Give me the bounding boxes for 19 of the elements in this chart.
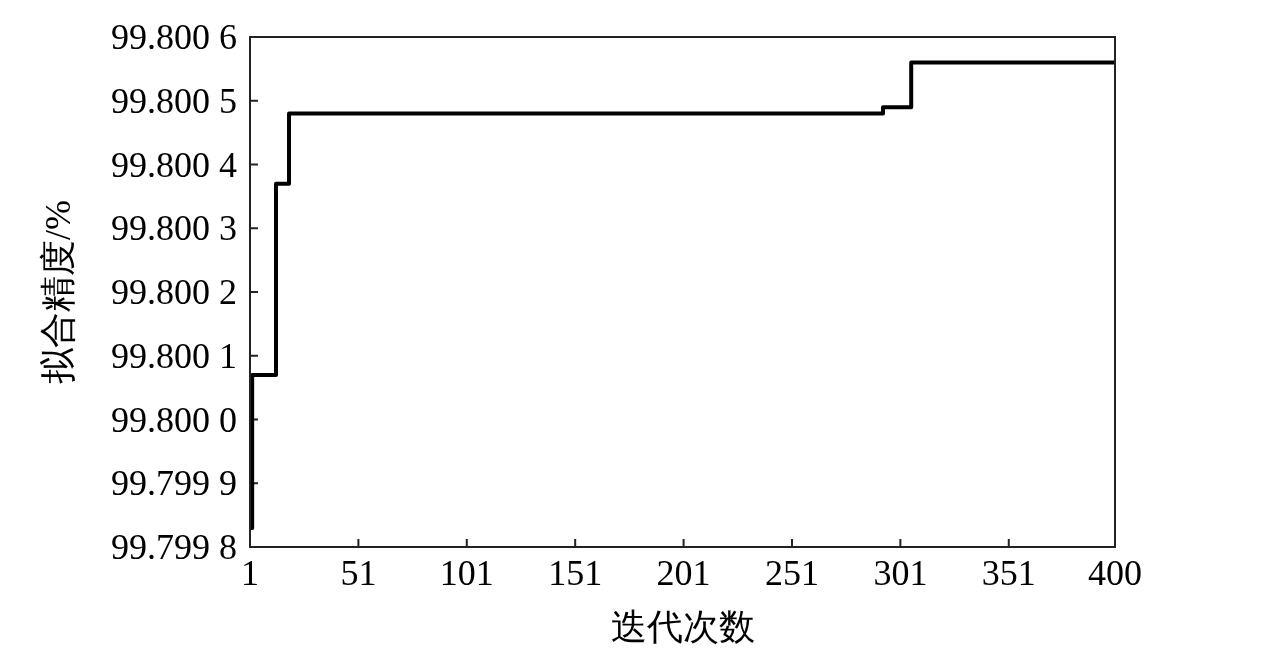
x-tick-label: 301 [873, 553, 928, 593]
x-tick-label: 101 [439, 553, 494, 593]
x-tick-label: 251 [764, 553, 819, 593]
y-tick-label: 99.800 4 [111, 144, 237, 185]
x-tick-label: 201 [656, 553, 711, 593]
y-tick-label: 99.800 5 [111, 80, 237, 121]
x-tick-label: 400 [1088, 553, 1142, 593]
y-tick-label: 99.800 6 [111, 17, 237, 57]
y-axis-title: 拟合精度/% [38, 200, 78, 384]
x-axis-title: 迭代次数 [610, 607, 755, 647]
x-tick-label: 151 [548, 553, 603, 593]
y-tick-label: 99.800 1 [111, 335, 237, 376]
x-tick-label: 1 [241, 553, 259, 593]
y-tick-label: 99.800 3 [111, 208, 237, 249]
y-tick-label: 99.800 2 [111, 272, 237, 312]
y-tick-label: 99.799 9 [111, 463, 237, 504]
x-tick-label: 351 [981, 553, 1036, 593]
y-tick-label: 99.799 8 [111, 527, 237, 567]
x-tick-label: 51 [340, 553, 377, 593]
